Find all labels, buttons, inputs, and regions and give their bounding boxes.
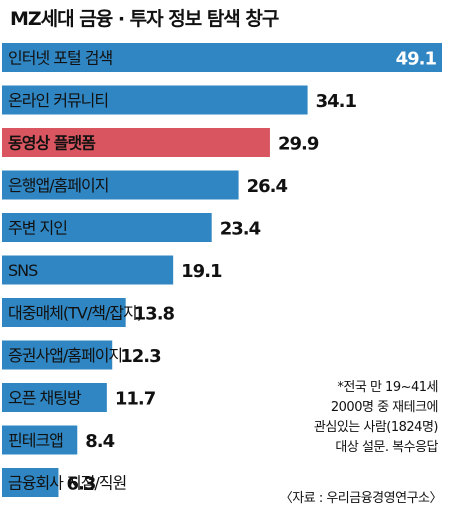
value-label: 49.1 [396,49,437,70]
value-label: 8.4 [85,431,114,452]
category-label: 대중매체(TV/책/잡지) [8,304,142,323]
bar-6 [2,298,126,327]
category-label: 핀테크앱 [8,431,63,450]
category-label: 주변 지인 [8,219,67,238]
value-label: 13.8 [134,304,175,325]
survey-note: *전국 만 19~41세 2000명 중 재테크에 관심있는 사람(1824명)… [313,380,439,455]
chart-title: MZ세대 금융 · 투자 정보 탐색 창구 [10,8,279,30]
value-label: 26.4 [247,176,288,197]
category-label: 오픈 채팅방 [8,389,82,408]
value-label: 29.9 [278,134,319,155]
category-label: 인터넷 포털 검색 [8,49,112,68]
bar-1 [2,85,308,115]
category-label: 온라인 커뮤니티 [8,91,108,110]
bar-4 [2,213,212,242]
category-label: 금융회사 지점/직원 [8,474,126,493]
bar-0 [2,43,442,72]
bar-7 [2,340,113,370]
value-label: 23.4 [220,219,261,240]
category-label: 동영상 플랫폼 [8,134,96,153]
bar-5 [2,255,174,285]
value-label: 34.1 [316,91,357,112]
value-label: 19.1 [181,261,222,282]
category-label: 은행앱/홈페이지 [8,176,108,195]
bar-10 [2,468,59,497]
bar-9 [2,425,78,455]
value-label: 11.7 [115,389,156,410]
category-label: 증권사앱/홈페이지 [8,346,122,365]
bar-3 [2,170,239,200]
bar-2 [2,128,270,157]
value-label: 6.3 [66,474,95,495]
bar-8 [2,383,107,412]
source-label: 〈자료 : 우리금융경영연구소〉 [279,491,443,506]
category-label: SNS [8,261,38,280]
value-label: 12.3 [120,346,161,367]
